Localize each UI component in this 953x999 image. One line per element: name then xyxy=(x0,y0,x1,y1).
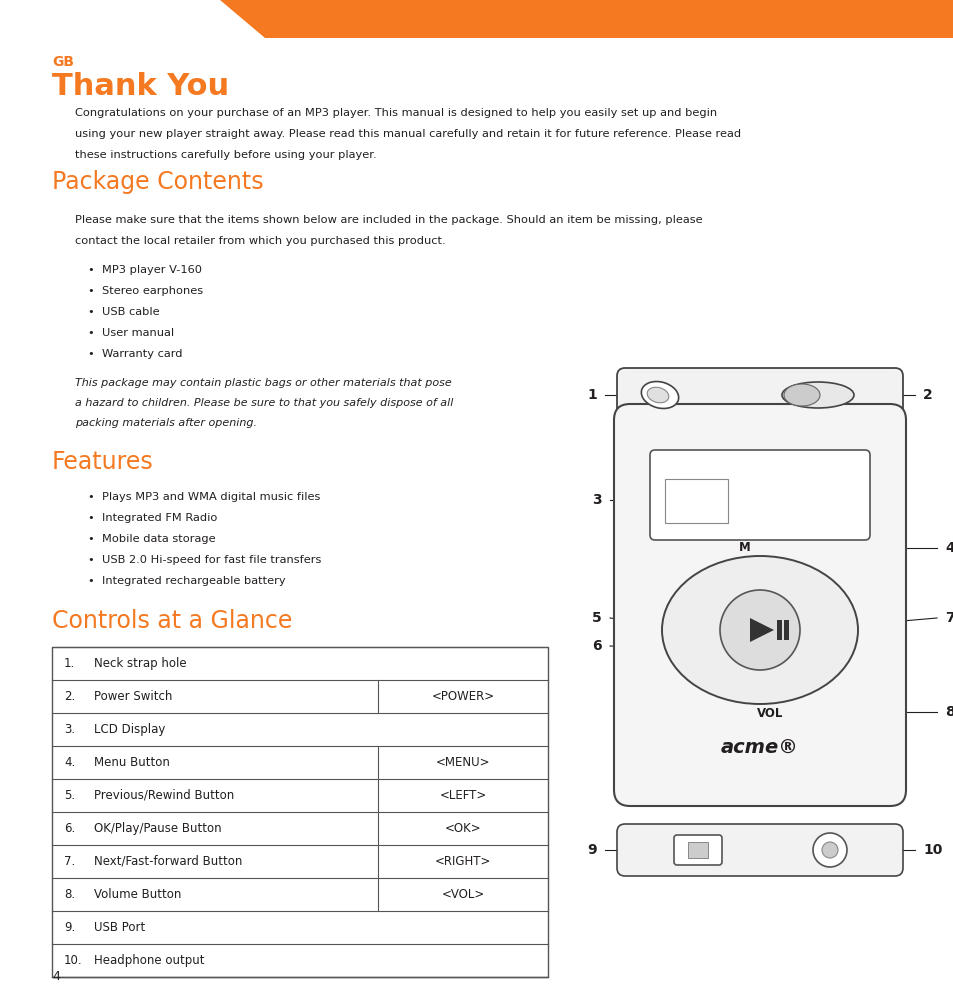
Text: Next/Fast-forward Button: Next/Fast-forward Button xyxy=(94,855,242,868)
Text: •  Integrated FM Radio: • Integrated FM Radio xyxy=(88,513,217,523)
Text: Menu Button: Menu Button xyxy=(94,756,170,769)
Bar xyxy=(687,842,707,858)
FancyBboxPatch shape xyxy=(649,450,869,540)
Text: Controls at a Glance: Controls at a Glance xyxy=(52,609,292,633)
Text: USB Port: USB Port xyxy=(94,921,145,934)
Polygon shape xyxy=(220,0,953,38)
Text: •  USB 2.0 Hi-speed for fast file transfers: • USB 2.0 Hi-speed for fast file transfe… xyxy=(88,555,321,565)
Ellipse shape xyxy=(781,382,853,408)
Text: 5: 5 xyxy=(592,611,601,625)
Ellipse shape xyxy=(640,382,678,409)
Text: •  Stereo earphones: • Stereo earphones xyxy=(88,286,203,296)
Circle shape xyxy=(720,590,800,670)
Text: a hazard to children. Please be sure to that you safely dispose of all: a hazard to children. Please be sure to … xyxy=(75,398,453,408)
Text: Thank You: Thank You xyxy=(52,72,229,101)
Text: 6.: 6. xyxy=(64,822,75,835)
Text: 8: 8 xyxy=(944,705,953,719)
Text: Features: Features xyxy=(52,450,153,474)
Text: 6: 6 xyxy=(592,639,601,653)
Text: OK/Play/Pause Button: OK/Play/Pause Button xyxy=(94,822,221,835)
Text: Power Switch: Power Switch xyxy=(94,690,172,703)
Ellipse shape xyxy=(661,556,857,704)
Text: LCD Display: LCD Display xyxy=(94,723,165,736)
Text: 3: 3 xyxy=(592,493,601,507)
Text: GB: GB xyxy=(52,55,74,69)
Text: 1: 1 xyxy=(587,388,597,402)
Text: acme®: acme® xyxy=(720,738,798,757)
Text: Volume Button: Volume Button xyxy=(94,888,181,901)
Text: 10.: 10. xyxy=(64,954,83,967)
Bar xyxy=(783,620,788,640)
Text: 5.: 5. xyxy=(64,789,75,802)
Text: 8.: 8. xyxy=(64,888,75,901)
Text: 3.: 3. xyxy=(64,723,75,736)
Text: This package may contain plastic bags or other materials that pose: This package may contain plastic bags or… xyxy=(75,378,452,388)
Text: •  User manual: • User manual xyxy=(88,328,174,338)
FancyBboxPatch shape xyxy=(614,404,905,806)
Circle shape xyxy=(812,833,846,867)
Text: 4: 4 xyxy=(52,970,60,983)
Text: VOL: VOL xyxy=(756,707,782,720)
FancyBboxPatch shape xyxy=(617,368,902,422)
Ellipse shape xyxy=(646,388,668,403)
Ellipse shape xyxy=(783,384,820,406)
FancyBboxPatch shape xyxy=(673,835,721,865)
Text: •  MP3 player V-160: • MP3 player V-160 xyxy=(88,265,202,275)
Text: 9: 9 xyxy=(587,843,597,857)
Text: 2.: 2. xyxy=(64,690,75,703)
Text: ▶▶|: ▶▶| xyxy=(827,624,847,635)
Bar xyxy=(52,647,547,977)
Text: |◄◄: |◄◄ xyxy=(672,624,691,635)
Text: •  USB cable: • USB cable xyxy=(88,307,159,317)
Text: Previous/Rewind Button: Previous/Rewind Button xyxy=(94,789,234,802)
Polygon shape xyxy=(749,618,773,642)
Text: <OK>: <OK> xyxy=(444,822,481,835)
Text: Congratulations on your purchase of an MP3 player. This manual is designed to he: Congratulations on your purchase of an M… xyxy=(75,108,717,118)
Text: <POWER>: <POWER> xyxy=(431,690,494,703)
Text: Headphone output: Headphone output xyxy=(94,954,204,967)
Text: •  Plays MP3 and WMA digital music files: • Plays MP3 and WMA digital music files xyxy=(88,492,320,502)
Text: packing materials after opening.: packing materials after opening. xyxy=(75,418,256,428)
Text: using your new player straight away. Please read this manual carefully and retai: using your new player straight away. Ple… xyxy=(75,129,740,139)
Text: •  Mobile data storage: • Mobile data storage xyxy=(88,534,215,544)
Text: 7: 7 xyxy=(944,611,953,625)
Text: Package Contents: Package Contents xyxy=(52,170,263,194)
Circle shape xyxy=(821,842,837,858)
Text: <LEFT>: <LEFT> xyxy=(439,789,486,802)
Text: <RIGHT>: <RIGHT> xyxy=(435,855,491,868)
Text: 9.: 9. xyxy=(64,921,75,934)
Text: 2: 2 xyxy=(923,388,932,402)
Text: 10: 10 xyxy=(923,843,942,857)
Text: 4: 4 xyxy=(944,541,953,555)
Text: 1.: 1. xyxy=(64,657,75,670)
Bar xyxy=(664,479,727,523)
Text: 7.: 7. xyxy=(64,855,75,868)
FancyBboxPatch shape xyxy=(617,824,902,876)
Text: <VOL>: <VOL> xyxy=(441,888,484,901)
Text: Neck strap hole: Neck strap hole xyxy=(94,657,187,670)
Text: •  Warranty card: • Warranty card xyxy=(88,349,182,359)
Text: Please make sure that the items shown below are included in the package. Should : Please make sure that the items shown be… xyxy=(75,215,702,225)
Bar xyxy=(776,620,781,640)
Text: •  Integrated rechargeable battery: • Integrated rechargeable battery xyxy=(88,576,285,586)
Text: contact the local retailer from which you purchased this product.: contact the local retailer from which yo… xyxy=(75,236,445,246)
Text: these instructions carefully before using your player.: these instructions carefully before usin… xyxy=(75,150,376,160)
Text: M: M xyxy=(739,541,750,554)
Text: <MENU>: <MENU> xyxy=(436,756,490,769)
Text: 4.: 4. xyxy=(64,756,75,769)
